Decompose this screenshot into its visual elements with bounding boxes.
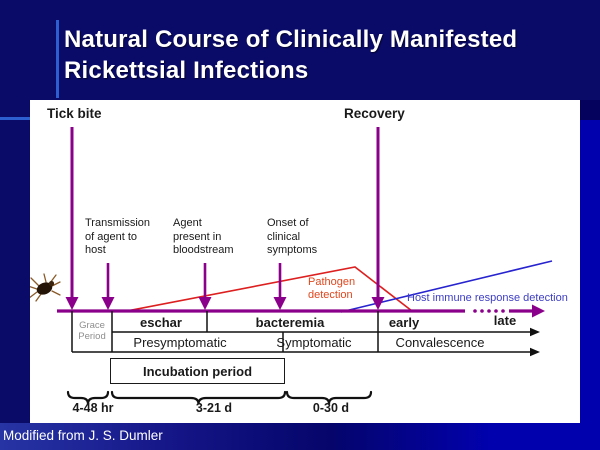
event-arrows <box>65 127 385 310</box>
recovery-label: Recovery <box>344 106 405 121</box>
background-bottom-band <box>0 423 600 450</box>
incubation-period-box: Incubation period <box>110 358 285 384</box>
stage-presymptomatic-label: Presymptomatic <box>133 335 227 350</box>
background-corner <box>580 100 600 120</box>
title-accent-line <box>56 20 59 98</box>
slide-title: Natural Course of Clinically Manifested … <box>64 24 517 86</box>
background-right-strip <box>580 120 600 450</box>
pathogen-detection-line <box>126 266 413 312</box>
pathogen-detection-label: Pathogen detection <box>308 276 356 301</box>
phase-late-label: late <box>493 313 517 328</box>
brace-3-21d <box>110 390 287 405</box>
phase-bacteremia-label: bacteremia <box>255 315 325 330</box>
tick-bite-label: Tick bite <box>47 106 102 121</box>
timeline-arrowhead <box>532 304 545 318</box>
duration-braces <box>66 390 373 405</box>
phase-row-arrowhead <box>530 327 540 337</box>
slide-title-line1: Natural Course of Clinically Manifested <box>64 26 518 53</box>
onset-symptoms-label: Onset of clinical symptoms <box>267 217 318 256</box>
grace-period-label: Grace Period <box>78 320 106 342</box>
tick-icon <box>30 273 61 302</box>
incubation-period-label: Incubation period <box>142 363 253 379</box>
timeline-diagram-canvas <box>30 127 553 405</box>
diagram-panel: Tick bite Recovery Transmission of agent… <box>30 100 580 423</box>
brace-0-30d <box>285 390 373 405</box>
stage-convalescence-label: Convalescence <box>395 335 485 350</box>
stage-row-arrowhead <box>530 347 540 357</box>
transmission-label: Transmission of agent to host <box>85 217 150 256</box>
duration-3-21d-label: 3-21 d <box>195 401 233 415</box>
duration-4-48hr-label: 4-48 hr <box>72 401 114 415</box>
timeline-axis <box>57 304 545 318</box>
phase-eschar-label: eschar <box>140 315 182 330</box>
agent-bloodstream-label: Agent present in bloodstream <box>173 217 234 256</box>
timeline-table-grid <box>71 311 540 357</box>
host-immune-detection-label: Host immune response detection <box>407 292 568 304</box>
side-accent-line <box>0 117 30 120</box>
stage-symptomatic-label: Symptomatic <box>276 335 352 350</box>
host-immune-response-line <box>340 260 553 313</box>
credit-text: Modified from J. S. Dumler <box>3 428 163 443</box>
phase-early-label: early <box>388 315 420 330</box>
slide-title-line2: Rickettsial Infections <box>64 57 309 84</box>
duration-0-30d-label: 0-30 d <box>312 401 350 415</box>
brace-4-48hr <box>66 390 110 405</box>
